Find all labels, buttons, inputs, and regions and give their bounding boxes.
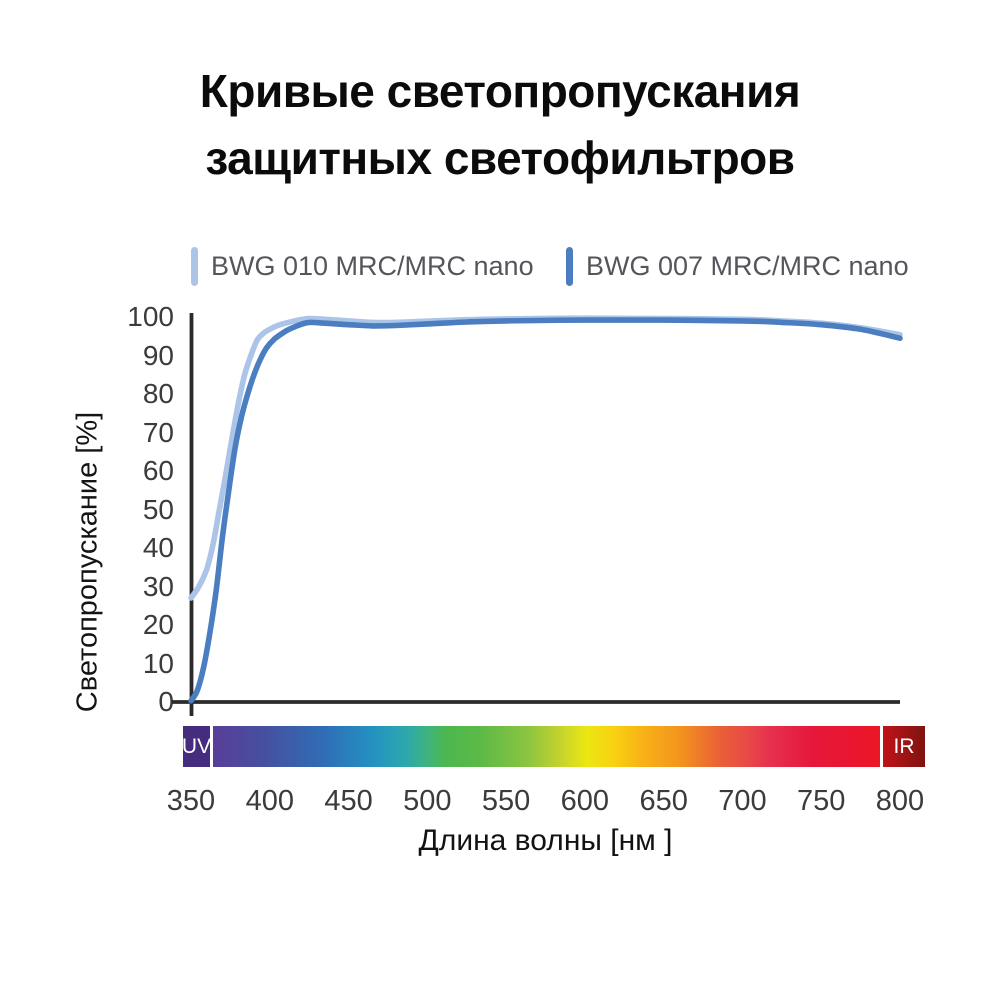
x-tick-600: 600	[560, 785, 610, 817]
legend-marker-bwg-010	[191, 247, 198, 286]
visible-spectrum-gradient	[213, 726, 880, 767]
legend-label-bwg-010: BWG 010 MRC/MRC nano	[211, 251, 534, 281]
x-axis-label: Длина волны [нм ]	[418, 824, 673, 857]
x-tick-450: 450	[324, 785, 373, 817]
x-tick-500: 500	[403, 785, 452, 817]
legend-item-bwg-010: BWG 010 MRC/MRC nano	[191, 247, 534, 286]
x-tick-650: 650	[639, 785, 688, 817]
chart-title-line-2: защитных светофильтров	[205, 132, 795, 184]
y-tick-20: 20	[142, 609, 174, 640]
legend-marker-bwg-007	[566, 247, 573, 286]
legend-label-bwg-007: BWG 007 MRC/MRC nano	[586, 251, 909, 281]
series-line-bwg-007	[188, 317, 903, 704]
y-tick-80: 80	[142, 378, 174, 409]
y-tick-40: 40	[142, 532, 174, 563]
x-tick-550: 550	[481, 785, 531, 817]
y-tick-70: 70	[142, 416, 174, 448]
y-tick-50: 50	[142, 493, 174, 525]
uv-label: UV	[181, 734, 212, 758]
x-tick-700: 700	[718, 785, 767, 817]
x-tick-350: 350	[166, 785, 216, 817]
spectrum-bar: UV IR	[181, 726, 925, 767]
x-tick-750: 750	[797, 785, 846, 817]
x-tick-400: 400	[245, 785, 294, 817]
x-tick-800: 800	[875, 785, 925, 817]
y-tick-0: 0	[158, 686, 174, 717]
y-tick-60: 60	[142, 455, 174, 486]
legend-item-bwg-007: BWG 007 MRC/MRC nano	[566, 247, 909, 286]
ir-block: IR	[883, 726, 925, 767]
y-tick-90: 90	[142, 339, 174, 371]
y-tick-10: 10	[142, 647, 174, 679]
series-line-bwg-010	[188, 315, 903, 601]
ir-label: IR	[893, 734, 915, 758]
chart-title-line-1: Кривые светопропускания	[199, 65, 801, 117]
chart-title: Кривые светопропускания защитных светофи…	[0, 58, 1000, 192]
y-tick-30: 30	[142, 570, 174, 602]
uv-block: UV	[181, 726, 212, 767]
y-tick-100: 100	[127, 301, 174, 332]
